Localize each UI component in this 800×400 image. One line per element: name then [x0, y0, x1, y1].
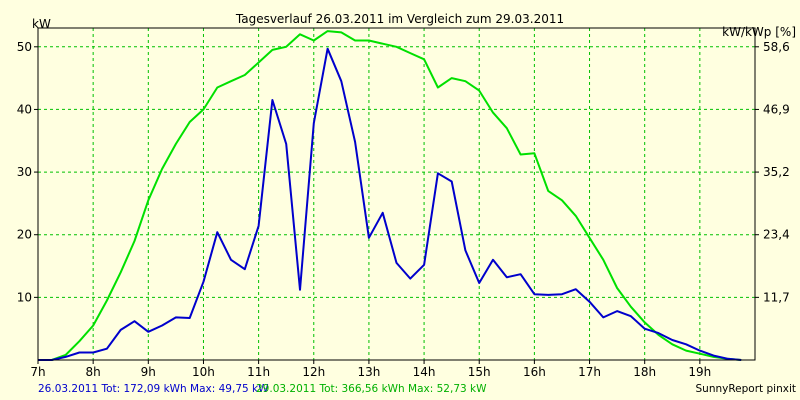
- footer-day2-summary: 29.03.2011 Tot: 366,56 kWh Max: 52,73 kW: [256, 383, 487, 395]
- x-tick-label: 16h: [523, 365, 546, 379]
- y-tick-label-right: 35,2: [763, 165, 790, 179]
- series-line-day1: [38, 47, 742, 361]
- y-tick-label-right: 58,6: [763, 40, 790, 54]
- y-tick-label-right: 46,9: [763, 102, 790, 116]
- grid: [38, 28, 755, 360]
- x-tick-label: 18h: [633, 365, 656, 379]
- y-tick-label-left: 10: [17, 290, 32, 304]
- x-tick-label: 13h: [357, 365, 380, 379]
- y-tick-label-left: 20: [17, 228, 32, 242]
- y-tick-label-right: 11,7: [763, 290, 790, 304]
- y-ticks-right: 11,7 23,4 35,2 46,9 58,6: [755, 40, 790, 304]
- x-tick-label: 19h: [688, 365, 711, 379]
- y-tick-label-right: 23,4: [763, 228, 790, 242]
- x-tick-label: 15h: [468, 365, 491, 379]
- x-tick-label: 7h: [30, 365, 45, 379]
- x-tick-label: 12h: [302, 365, 325, 379]
- x-tick-label: 8h: [86, 365, 101, 379]
- x-tick-label: 9h: [141, 365, 156, 379]
- x-tick-label: 11h: [247, 365, 270, 379]
- x-tick-label: 17h: [578, 365, 601, 379]
- footer-credit: SunnyReport pinxit: [696, 383, 796, 395]
- x-ticks: 7h 8h 9h 10h 11h 12h 13h 14h 15h 16h 17h 18h 19h: [30, 360, 711, 379]
- series-lines: [38, 30, 742, 361]
- y-tick-label-left: 30: [17, 165, 32, 179]
- x-tick-label: 10h: [192, 365, 215, 379]
- y-axis-label-right: kW/kWp [%]: [722, 25, 796, 39]
- axes: [37, 27, 756, 361]
- y-tick-label-left: 40: [17, 102, 32, 116]
- footer-day1-summary: 26.03.2011 Tot: 172,09 kWh Max: 49,75 kW: [38, 383, 269, 395]
- x-tick-label: 14h: [413, 365, 436, 379]
- series-line-day2: [38, 30, 742, 361]
- y-ticks-left: 10 20 30 40 50: [17, 40, 38, 304]
- y-tick-label-left: 50: [17, 40, 32, 54]
- plot-frame: [37, 27, 756, 361]
- y-axis-label-left: kW: [32, 17, 51, 31]
- chart-title: Tagesverlauf 26.03.2011 im Vergleich zum…: [235, 12, 564, 26]
